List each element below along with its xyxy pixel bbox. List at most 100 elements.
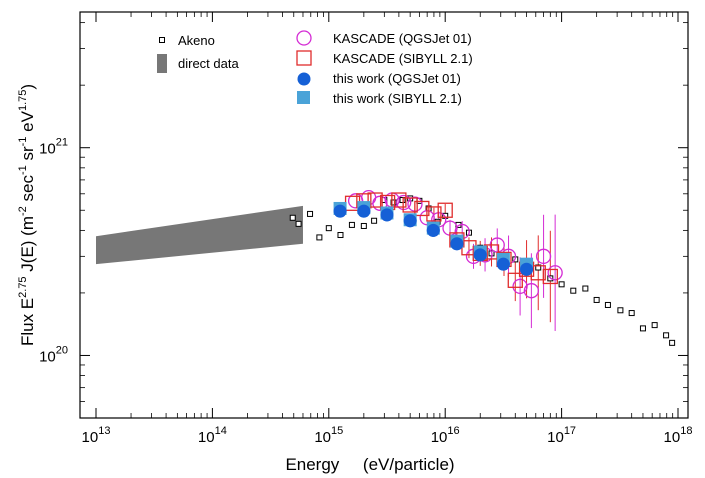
x-tick-base: 10 bbox=[431, 429, 448, 446]
data-point-akeno bbox=[360, 222, 367, 229]
legend: Akeno direct data KASCADE (QGSJet 01) KA… bbox=[157, 30, 473, 106]
data-point-akeno bbox=[289, 214, 296, 221]
svg-text:Flux E2.75 J(E) (m-2 sec-1 sr-: Flux E2.75 J(E) (m-2 sec-1 sr-1 eV1.75) bbox=[17, 84, 37, 346]
data-point-akeno bbox=[663, 332, 670, 339]
y-title-sup-a: 2.75 bbox=[17, 276, 29, 297]
data-point-kascade-qgsjet-01 bbox=[523, 283, 540, 299]
x-tick-base: 10 bbox=[198, 429, 215, 446]
x-tick-base: 10 bbox=[314, 429, 331, 446]
legend-direct-data-label: direct data bbox=[178, 56, 239, 71]
y-title-part-c: sec bbox=[18, 175, 37, 207]
data-point-akeno bbox=[337, 232, 344, 239]
x-tick-exp: 18 bbox=[680, 425, 692, 437]
data-point-akeno bbox=[651, 322, 658, 329]
x-tick-base: 10 bbox=[547, 429, 564, 446]
data-point-akeno bbox=[307, 210, 314, 217]
x-tick-label: 1015 bbox=[314, 425, 343, 446]
y-title-part-a: Flux E bbox=[18, 298, 37, 346]
legend-this-work-sibyll-label: this work (SIBYLL 2.1) bbox=[333, 91, 462, 106]
x-tick-exp: 17 bbox=[564, 425, 576, 437]
data-point-kascade-sibyll-2-1 bbox=[367, 192, 383, 208]
legend-item-kascade-qgsjet: KASCADE (QGSJet 01) bbox=[296, 30, 472, 46]
data-point-akeno bbox=[316, 234, 323, 241]
y-tick-exp: 20 bbox=[56, 344, 68, 356]
y-tick-base: 10 bbox=[39, 348, 56, 365]
x-tick-exp: 14 bbox=[215, 425, 227, 437]
y-tick-exp: 21 bbox=[56, 137, 68, 149]
data-point-kascade-sibyll-2-1 bbox=[507, 272, 523, 288]
data-point-akeno bbox=[617, 307, 624, 314]
data-point-this-work-qgsjet-01-top bbox=[450, 237, 464, 251]
data-point-akeno bbox=[593, 296, 600, 303]
y-title-part-e: eV bbox=[18, 110, 37, 136]
x-tick-label: 1016 bbox=[431, 425, 460, 446]
legend-akeno-marker bbox=[159, 37, 165, 43]
direct-data-band-layer bbox=[96, 205, 303, 265]
data-point-kascade-qgsjet-01 bbox=[535, 248, 552, 264]
data-point-akeno bbox=[669, 339, 676, 346]
data-point-kascade-sibyll-2-1 bbox=[437, 202, 453, 218]
data-point-akeno bbox=[535, 264, 542, 271]
direct-data-band bbox=[96, 205, 303, 265]
data-point-akeno bbox=[348, 221, 355, 228]
legend-kascade-qgsjet-marker bbox=[296, 30, 312, 46]
x-tick-label: 1017 bbox=[547, 425, 576, 446]
data-point-akeno bbox=[295, 220, 302, 227]
y-title-part-b: J(E) (m bbox=[18, 216, 37, 276]
data-point-akeno bbox=[639, 325, 646, 332]
data-point-this-work-qgsjet-01-top bbox=[496, 257, 510, 271]
legend-item-direct-data: direct data bbox=[157, 54, 239, 73]
legend-direct-data-marker bbox=[157, 54, 167, 73]
x-tick-base: 10 bbox=[82, 429, 99, 446]
x-tick-label: 1014 bbox=[198, 425, 227, 446]
data-point-kascade-sibyll-2-1 bbox=[542, 268, 558, 285]
x-tick-label: 1018 bbox=[664, 425, 693, 446]
data-point-akeno bbox=[604, 301, 611, 308]
data-point-akeno bbox=[582, 285, 589, 292]
y-title-part-f: ) bbox=[18, 84, 37, 90]
data-point-akeno bbox=[325, 225, 332, 232]
data-point-kascade-sibyll-2-1 bbox=[402, 197, 418, 213]
data-point-kascade-sibyll-2-1 bbox=[414, 200, 430, 217]
y-tick-base: 10 bbox=[39, 141, 56, 158]
y-tick-label: 1020 bbox=[39, 344, 68, 365]
x-tick-base: 10 bbox=[664, 429, 681, 446]
x-tick-label: 1013 bbox=[82, 425, 111, 446]
data-point-kascade-qgsjet-01 bbox=[547, 265, 563, 281]
y-axis-title: Flux E2.75 J(E) (m-2 sec-1 sr-1 eV1.75) bbox=[17, 84, 37, 346]
y-title-sup-c: -1 bbox=[17, 165, 29, 175]
legend-item-kascade-sibyll: KASCADE (SIBYLL 2.1) bbox=[296, 50, 473, 66]
data-point-kascade-sibyll-2-1 bbox=[391, 192, 407, 208]
x-tick-exp: 15 bbox=[331, 425, 343, 437]
legend-kascade-qgsjet-label: KASCADE (QGSJet 01) bbox=[333, 31, 472, 46]
y-title-sup-e: 1.75 bbox=[17, 90, 29, 111]
data-point-akeno bbox=[570, 287, 577, 294]
legend-item-this-work-qgsjet: this work (QGSJet 01) bbox=[297, 71, 461, 86]
data-point-this-work-qgsjet-01-top bbox=[426, 223, 440, 237]
legend-this-work-sibyll-marker bbox=[297, 91, 310, 104]
legend-kascade-sibyll-label: KASCADE (SIBYLL 2.1) bbox=[333, 51, 473, 66]
data-point-this-work-qgsjet-01-top bbox=[333, 204, 347, 218]
data-point-akeno bbox=[628, 310, 635, 317]
data-point-akeno bbox=[371, 217, 378, 224]
legend-this-work-qgsjet-label: this work (QGSJet 01) bbox=[333, 71, 461, 86]
data-point-kascade-qgsjet-01 bbox=[372, 195, 388, 211]
axis-ticks-layer bbox=[80, 12, 688, 418]
data-point-this-work-qgsjet-01-top bbox=[473, 248, 487, 262]
data-point-kascade-qgsjet-01 bbox=[512, 278, 528, 295]
legend-this-work-qgsjet-marker bbox=[297, 72, 311, 86]
x-tick-exp: 13 bbox=[98, 425, 110, 437]
legend-item-akeno: Akeno bbox=[159, 33, 215, 48]
legend-akeno-label: Akeno bbox=[178, 33, 215, 48]
data-point-this-work-qgsjet-01-top bbox=[520, 262, 534, 276]
legend-kascade-sibyll-marker bbox=[296, 50, 312, 66]
data-point-kascade-sibyll-2-1 bbox=[426, 206, 442, 222]
data-points-layer bbox=[289, 189, 676, 346]
y-title-sup-b: -2 bbox=[17, 206, 29, 216]
y-title-part-d: sr bbox=[18, 146, 37, 165]
legend-item-this-work-sibyll: this work (SIBYLL 2.1) bbox=[297, 91, 462, 106]
y-tick-label: 1021 bbox=[39, 137, 68, 158]
y-title-sup-d: -1 bbox=[17, 137, 29, 147]
